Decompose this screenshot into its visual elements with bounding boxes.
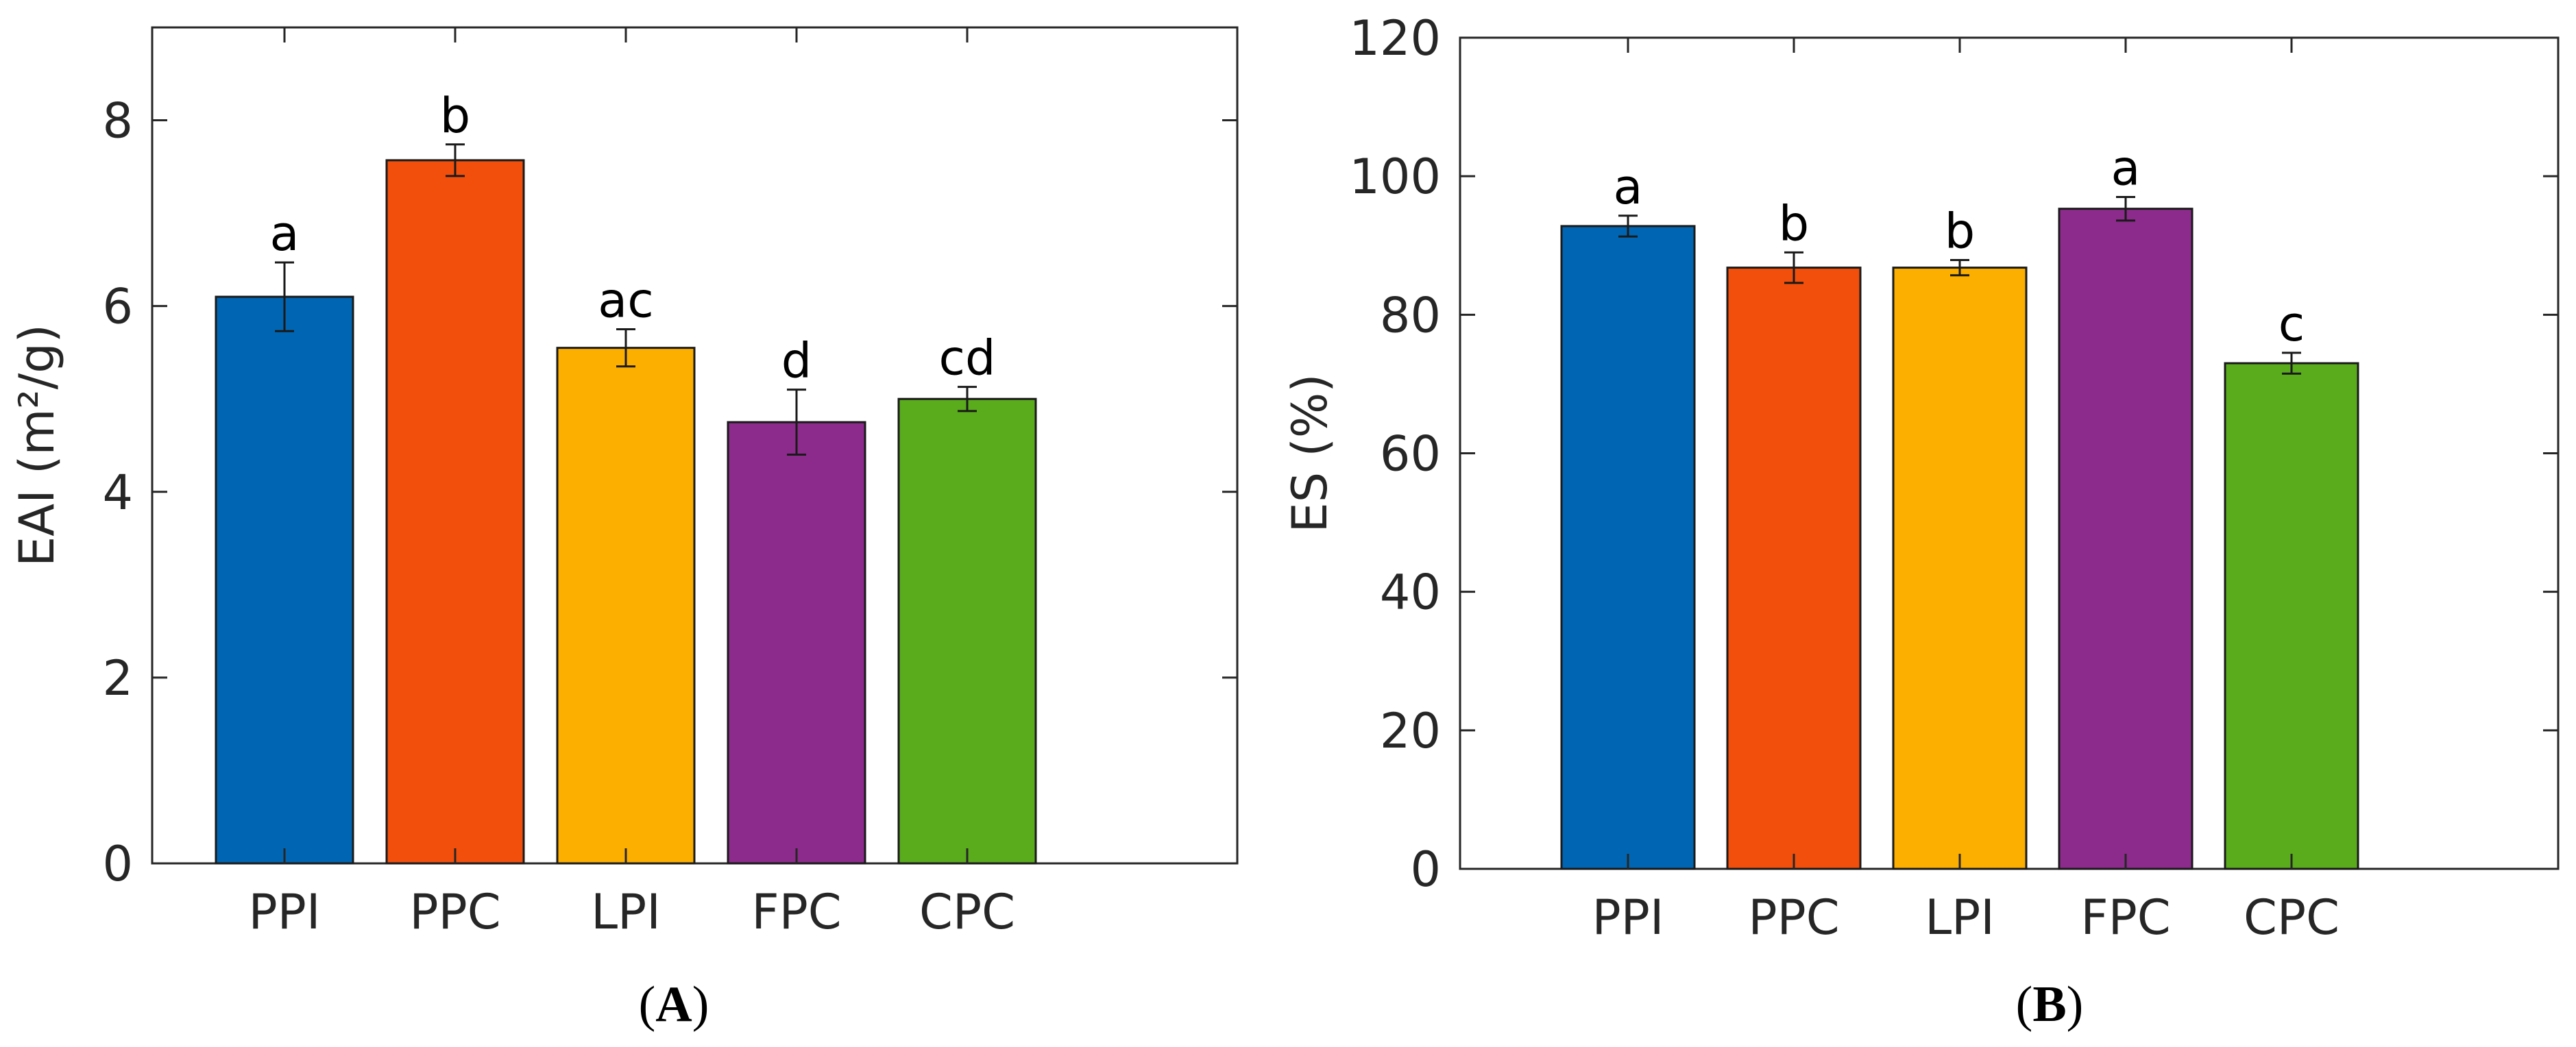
y-tick-label: 4 xyxy=(102,465,133,521)
y-tick-label: 100 xyxy=(1349,149,1441,205)
panel-label: (B) xyxy=(2016,976,2084,1033)
significance-label: b xyxy=(440,88,470,144)
y-tick-label: 80 xyxy=(1380,287,1441,343)
bar-ppc xyxy=(1726,267,1862,870)
y-axis-label: EAI (m²/g) xyxy=(9,324,65,567)
y-axis-label: ES (%) xyxy=(1282,373,1338,532)
significance-label: b xyxy=(1945,203,1975,259)
chart-panel-a: 0 2 4 6 8 EAI (m²/g) a PPI b PPC ac LPI d FPC cd CPC (A) xyxy=(9,26,1239,1033)
y-tick-label: 120 xyxy=(1349,10,1441,66)
y-tick-label: 20 xyxy=(1380,703,1441,759)
y-tick-label: 60 xyxy=(1380,426,1441,482)
significance-label: d xyxy=(781,333,812,389)
y-tick-label: 6 xyxy=(102,279,133,335)
y-tick-label: 40 xyxy=(1380,565,1441,621)
x-tick-label: FPC xyxy=(751,884,841,940)
y-tick-label: 8 xyxy=(102,93,133,149)
bar-cpc xyxy=(897,397,1037,865)
bar-ppi xyxy=(215,295,354,865)
significance-label: cd xyxy=(939,330,996,386)
bar-ppc xyxy=(385,159,525,865)
significance-label: ac xyxy=(598,273,653,329)
y-tick-label: 0 xyxy=(102,836,133,892)
bar-cpc xyxy=(2224,362,2359,870)
chart-panel-b: 0 20 40 60 80 100 120 ES (%) a PPI b PPC b LPI a FPC c CP… xyxy=(1282,10,2560,1033)
panel-label: (A) xyxy=(639,976,709,1033)
significance-label: c xyxy=(2279,296,2305,352)
bar-fpc xyxy=(2058,208,2194,870)
x-tick-label: LPI xyxy=(591,884,661,940)
x-tick-label: FPC xyxy=(2080,889,2170,946)
bar-fpc xyxy=(727,421,866,865)
x-tick-label: PPC xyxy=(409,884,500,940)
y-tick-label: 0 xyxy=(1410,841,1441,898)
x-tick-label: PPI xyxy=(248,884,320,940)
significance-label: b xyxy=(1779,195,1809,251)
bar-lpi xyxy=(556,347,696,865)
significance-label: a xyxy=(270,206,300,262)
significance-label: a xyxy=(2111,140,2141,196)
bar-lpi xyxy=(1892,267,2028,870)
significance-label: a xyxy=(1614,159,1643,215)
bar-ppi xyxy=(1560,225,1696,870)
x-tick-label: PPC xyxy=(1748,889,1839,946)
x-tick-label: LPI xyxy=(1925,889,1995,946)
x-tick-label: PPI xyxy=(1592,889,1664,946)
x-tick-label: CPC xyxy=(2244,889,2340,946)
x-tick-label: CPC xyxy=(919,884,1015,940)
y-tick-label: 2 xyxy=(102,650,133,706)
